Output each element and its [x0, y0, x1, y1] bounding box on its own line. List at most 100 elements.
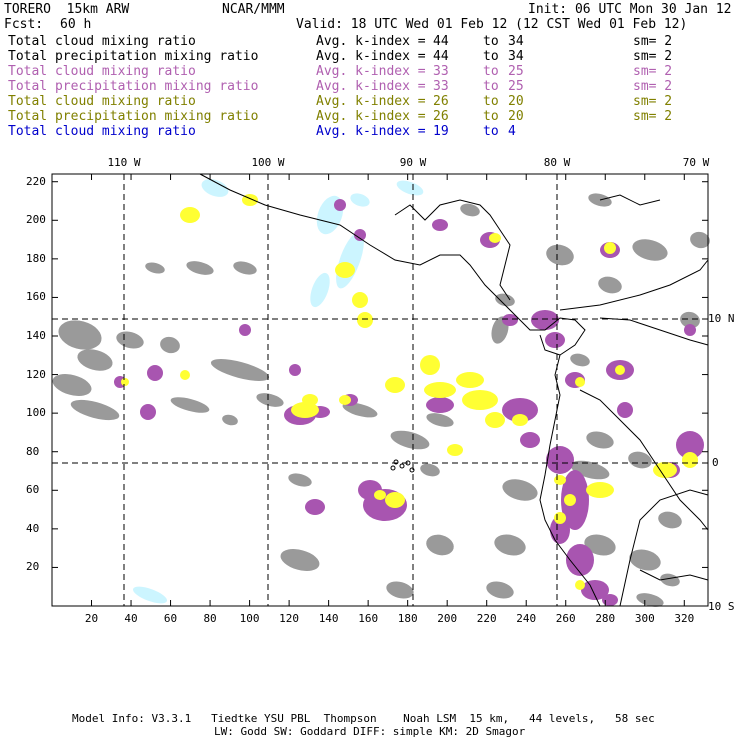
field-blob: [239, 324, 251, 336]
coastline: [559, 259, 709, 311]
x-tick-label: 240: [516, 612, 537, 625]
field-blob: [180, 370, 190, 380]
field-blob: [546, 244, 574, 266]
field-blob: [140, 404, 156, 420]
legend-kindex: Avg. k-index =: [316, 64, 426, 79]
x-tick-label: 60: [163, 612, 178, 625]
y-tick-label: 20: [26, 560, 40, 574]
field-blob: [447, 444, 463, 456]
field-blob: [676, 431, 704, 459]
legend-field: Total cloud mixing ratio: [8, 94, 196, 109]
model-info: Model Info: V3.3.1 Tiedtke YSU PBL Thomp…: [72, 712, 655, 725]
valid-time: Valid: 18 UTC Wed 01 Feb 12 (12 CST Wed …: [296, 17, 688, 32]
legend-kindex: Avg. k-index =: [316, 124, 426, 139]
legend-to: to: [483, 64, 499, 79]
field-blob: [489, 233, 501, 243]
field-blob: [554, 475, 566, 485]
field-blob: [456, 372, 484, 388]
field-blob: [617, 402, 633, 418]
legend-field: Total precipitation mixing ratio: [8, 109, 259, 124]
field-blob: [531, 310, 559, 330]
field-blob: [598, 276, 622, 294]
y-tick-label: 140: [26, 329, 46, 342]
field-blob: [385, 377, 405, 393]
x-tick-label: 300: [634, 612, 655, 625]
x-tick-label: 320: [674, 612, 695, 625]
field-blob: [486, 581, 514, 599]
legend-k1: 26: [433, 94, 449, 109]
field-blob: [350, 193, 370, 207]
field-blob: [186, 261, 214, 275]
field-blob: [180, 207, 200, 223]
field-blob: [352, 292, 368, 308]
field-blob: [145, 262, 165, 274]
island: [390, 465, 396, 471]
field-blob: [334, 199, 346, 211]
field-blob: [660, 573, 680, 587]
longitude-label: 110 W: [107, 156, 141, 169]
field-blob: [632, 239, 668, 261]
legend-sm: sm= 2: [633, 79, 673, 94]
legend-sm: sm= 2: [633, 49, 673, 64]
field-blob: [570, 353, 590, 367]
field-blob: [77, 349, 113, 371]
field-blob: [520, 432, 540, 448]
island: [393, 459, 399, 465]
field-blob: [116, 331, 144, 349]
legend-to: to: [483, 109, 499, 124]
legend-to: to: [483, 79, 499, 94]
field-blob: [386, 581, 414, 599]
field-blob: [289, 364, 301, 376]
legend-k1: 26: [433, 109, 449, 124]
legend-to: to: [483, 49, 499, 64]
island: [409, 467, 415, 473]
x-tick-label: 160: [358, 612, 379, 625]
field-blob: [432, 219, 448, 231]
field-blob: [426, 397, 454, 413]
field-blob: [636, 593, 664, 607]
lat-lon-grid: [52, 174, 708, 606]
field-blob: [462, 390, 498, 410]
legend-sm: sm= 2: [633, 64, 673, 79]
legend-k2: 25: [508, 64, 524, 79]
field-blob: [160, 336, 180, 354]
longitude-label: 70 W: [682, 156, 710, 169]
field-blob: [210, 359, 270, 381]
field-blob: [628, 451, 652, 469]
field-blob: [494, 534, 526, 556]
field-blob: [658, 511, 682, 529]
legend-to: to: [483, 34, 499, 49]
field-blob: [684, 324, 696, 336]
field-blob: [581, 580, 609, 600]
y-tick-label: 100: [26, 406, 46, 420]
field-blob: [396, 180, 424, 196]
field-blob: [564, 494, 576, 506]
field-blob: [426, 413, 454, 427]
island: [399, 463, 405, 469]
field-blob: [385, 492, 405, 508]
field-blob: [460, 203, 480, 217]
x-tick-label: 100: [239, 612, 260, 625]
field-blob: [170, 397, 210, 413]
y-tick-label: 80: [26, 444, 40, 458]
field-blob: [201, 179, 229, 197]
legend-sm: sm= 2: [633, 34, 673, 49]
coastline: [199, 173, 601, 607]
legend-sm: sm= 2: [633, 109, 673, 124]
field-blob: [342, 402, 378, 418]
field-blob: [288, 473, 312, 487]
legend-kindex: Avg. k-index =: [316, 79, 426, 94]
coastline: [539, 334, 561, 356]
field-blob: [357, 312, 373, 328]
field-blob: [586, 431, 614, 449]
coastline: [639, 569, 709, 581]
legend-k2: 20: [508, 109, 524, 124]
legend-k2: 34: [508, 49, 524, 64]
field-blob: [233, 261, 257, 275]
field-blob: [512, 414, 528, 426]
field-blob: [502, 398, 538, 422]
legend-kindex: Avg. k-index =: [316, 49, 426, 64]
fcst-label: Fcst:: [4, 17, 44, 32]
longitude-label: 100 W: [251, 156, 285, 169]
